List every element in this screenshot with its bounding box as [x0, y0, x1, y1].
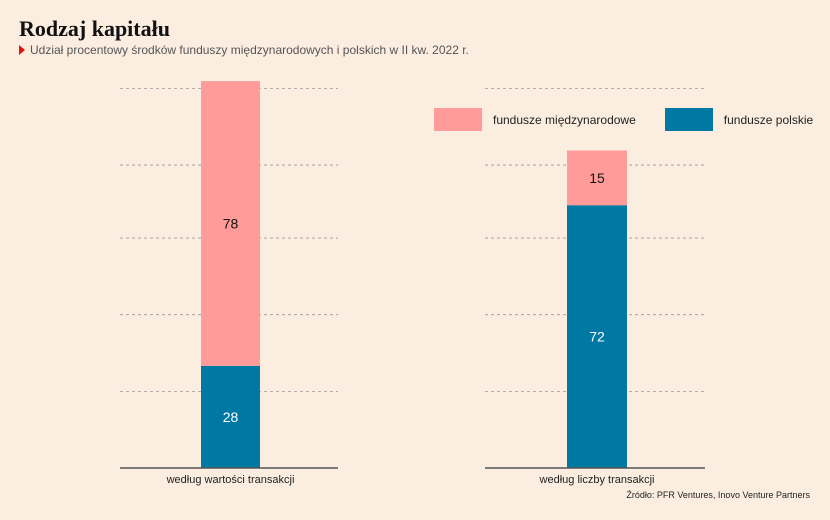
bar-segment-polish [201, 365, 260, 468]
chart-title: Rodzaj kapitału [19, 16, 170, 41]
legend-label-international: fundusze międzynarodowe [493, 112, 636, 127]
category-label: według liczby transakcji [539, 474, 655, 486]
legend-swatch-polish [664, 108, 713, 131]
data-label: 72 [589, 329, 605, 345]
legend-item-polish: fundusze polskie [664, 108, 814, 131]
legend-item-international: fundusze międzynarodowe [434, 108, 636, 131]
legend-label-polish: fundusze polskie [723, 112, 814, 127]
chart-subtitle: Udział procentowy środków funduszy międz… [19, 43, 469, 57]
bar-segment-international [201, 81, 260, 366]
bar-segment-polish [567, 205, 627, 468]
bar-segment-international [567, 150, 627, 206]
data-label: 78 [223, 215, 239, 231]
red-triangle-icon [19, 45, 25, 55]
data-label: 28 [223, 409, 239, 425]
data-label: 15 [589, 170, 605, 186]
subtitle-text: Udział procentowy środków funduszy międz… [30, 43, 469, 57]
legend-swatch-international [434, 108, 482, 131]
legend: fundusze międzynarodowe fundusze polskie [434, 108, 813, 131]
source-note: Źródło: PFR Ventures, Inovo Venture Part… [626, 490, 810, 500]
category-label: według wartości transakcji [166, 474, 295, 486]
